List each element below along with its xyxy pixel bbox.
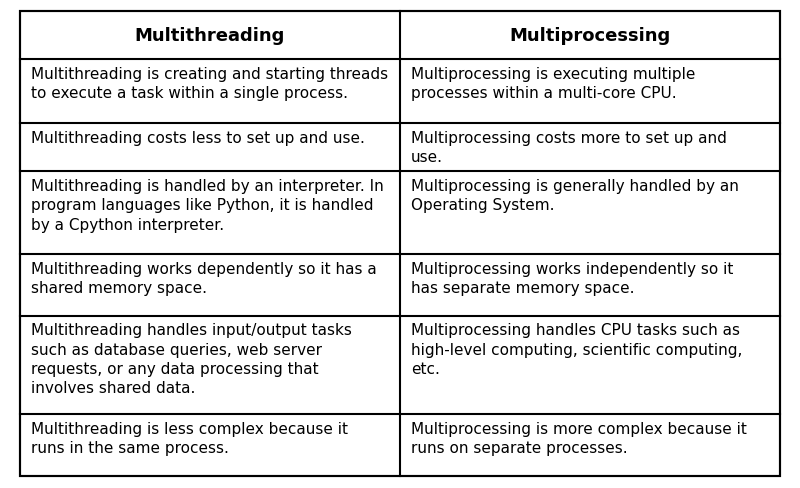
Text: Multithreading costs less to set up and use.: Multithreading costs less to set up and … (31, 131, 365, 146)
Text: Multithreading is creating and starting threads
to execute a task within a singl: Multithreading is creating and starting … (31, 67, 388, 101)
Text: Multiprocessing is executing multiple
processes within a multi-core CPU.: Multiprocessing is executing multiple pr… (411, 67, 695, 101)
Text: Multiprocessing handles CPU tasks such as
high-level computing, scientific compu: Multiprocessing handles CPU tasks such a… (411, 323, 742, 376)
Text: Multiprocessing is generally handled by an
Operating System.: Multiprocessing is generally handled by … (411, 179, 739, 213)
Text: Multiprocessing: Multiprocessing (510, 27, 670, 45)
Text: Multithreading: Multithreading (135, 27, 285, 45)
Text: Multithreading is less complex because it
runs in the same process.: Multithreading is less complex because i… (31, 421, 348, 455)
Text: Multiprocessing costs more to set up and
use.: Multiprocessing costs more to set up and… (411, 131, 727, 165)
Text: Multiprocessing is more complex because it
runs on separate processes.: Multiprocessing is more complex because … (411, 421, 747, 455)
Text: Multithreading handles input/output tasks
such as database queries, web server
r: Multithreading handles input/output task… (31, 323, 352, 395)
Text: Multithreading is handled by an interpreter. In
program languages like Python, i: Multithreading is handled by an interpre… (31, 179, 384, 232)
Text: Multithreading works dependently so it has a
shared memory space.: Multithreading works dependently so it h… (31, 262, 377, 296)
Text: Multiprocessing works independently so it
has separate memory space.: Multiprocessing works independently so i… (411, 262, 734, 296)
